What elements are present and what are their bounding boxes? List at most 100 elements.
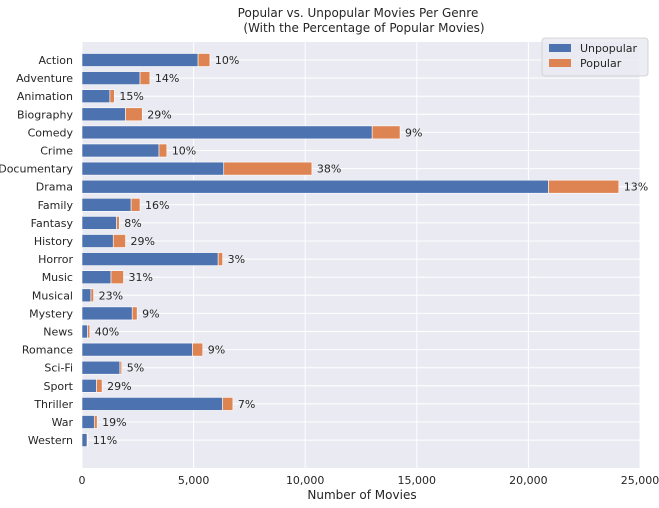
y-tick-label-drama: Drama [36, 181, 73, 194]
y-tick-label-war: War [52, 416, 74, 429]
bar-popular-action [197, 53, 211, 67]
y-tick-label-music: Music [42, 271, 73, 284]
bar-unpopular-crime [81, 143, 160, 158]
bar-popular-fantasy [116, 216, 120, 230]
y-tick-label-fantasy: Fantasy [31, 217, 74, 230]
bar-unpopular-action [81, 53, 199, 67]
y-tick-label-documentary: Documentary [0, 163, 73, 176]
bar-unpopular-music [81, 270, 112, 285]
data-label-music: 31% [129, 271, 153, 284]
bar-unpopular-history [81, 234, 114, 248]
bar-popular-news [87, 324, 91, 339]
bar-unpopular-musical [81, 288, 92, 303]
y-tick-label-animation: Animation [17, 90, 73, 103]
bar-popular-musical [90, 288, 94, 303]
bar-popular-documentary [223, 161, 313, 176]
y-axis-ticks: Action Adventure Animation Biography Comedy C… [0, 54, 74, 447]
bar-popular-sci-fi [119, 360, 123, 375]
chart-title-line1: Popular vs. Unpopular Movies Per Genre [238, 6, 479, 20]
bar-unpopular-comedy [81, 125, 373, 140]
bar-unpopular-sci-fi [81, 360, 121, 375]
data-label-fantasy: 8% [124, 217, 141, 230]
y-tick-label-comedy: Comedy [28, 126, 74, 139]
bar-unpopular-war [81, 415, 95, 429]
bar-unpopular-news [81, 324, 88, 339]
data-label-family: 16% [145, 199, 169, 212]
data-label-animation: 15% [119, 90, 143, 103]
bar-unpopular-documentary [81, 161, 225, 176]
bar-unpopular-biography [81, 107, 126, 122]
bar-unpopular-mystery [81, 306, 133, 321]
data-label-history: 29% [131, 235, 155, 248]
bar-popular-adventure [139, 71, 151, 85]
data-label-drama: 13% [624, 181, 648, 194]
x-axis-label: Number of Movies [307, 488, 416, 502]
bar-unpopular-romance [81, 342, 193, 357]
y-tick-label-sci-fi: Sci-Fi [44, 362, 73, 375]
y-tick-label-musical: Musical [32, 289, 73, 302]
bar-popular-crime [158, 143, 168, 158]
data-label-musical: 23% [99, 289, 123, 302]
x-tick-label: 5,000 [178, 474, 210, 487]
y-tick-label-history: History [34, 235, 74, 248]
bar-popular-mystery [131, 306, 138, 321]
legend: Unpopular Popular [541, 37, 649, 77]
data-label-sport: 29% [107, 380, 131, 393]
y-tick-label-family: Family [38, 199, 74, 212]
x-tick-label: 25,000 [621, 474, 659, 487]
data-label-romance: 9% [208, 344, 225, 357]
bar-popular-drama [548, 179, 620, 194]
bar-unpopular-thriller [81, 397, 223, 411]
x-tick-label: 15,000 [398, 474, 437, 487]
y-tick-label-adventure: Adventure [16, 72, 73, 85]
bar-popular-war [93, 415, 98, 429]
bar-popular-sport [96, 378, 103, 393]
chart-title-line2: (With the Percentage of Popular Movies) [243, 21, 484, 35]
data-label-western: 11% [93, 434, 117, 447]
bar-popular-thriller [222, 397, 234, 411]
data-label-war: 19% [102, 416, 126, 429]
legend-swatch-popular [549, 59, 571, 67]
x-tick-label: 0 [79, 474, 86, 487]
data-label-crime: 10% [172, 145, 196, 158]
legend-label-popular: Popular [580, 57, 622, 70]
bar-popular-western [86, 433, 89, 447]
y-tick-label-horror: Horror [38, 253, 73, 266]
bar-popular-family [130, 198, 141, 212]
y-tick-label-news: News [43, 326, 73, 339]
data-label-horror: 3% [228, 253, 245, 266]
data-label-comedy: 9% [405, 126, 422, 139]
y-tick-label-romance: Romance [22, 344, 73, 357]
data-label-documentary: 38% [317, 163, 341, 176]
bar-unpopular-animation [81, 89, 111, 103]
y-tick-label-western: Western [28, 434, 73, 447]
bar-unpopular-horror [81, 252, 219, 266]
bar-popular-horror [217, 252, 223, 266]
y-tick-label-thriller: Thriller [33, 398, 73, 411]
bar-unpopular-sport [81, 378, 97, 393]
bar-unpopular-family [81, 198, 132, 212]
y-tick-label-sport: Sport [43, 380, 73, 393]
data-label-action: 10% [215, 54, 239, 67]
y-tick-label-mystery: Mystery [29, 307, 73, 320]
bar-unpopular-fantasy [81, 216, 117, 230]
bars [81, 53, 620, 447]
data-label-sci-fi: 5% [127, 362, 144, 375]
bar-popular-music [110, 270, 124, 285]
bar-unpopular-adventure [81, 71, 141, 85]
x-axis-ticks: 0 5,000 10,000 15,000 20,000 25,000 [79, 474, 659, 487]
bar-popular-romance [192, 342, 204, 357]
data-label-thriller: 7% [238, 398, 255, 411]
legend-swatch-unpopular [549, 44, 571, 52]
y-tick-label-action: Action [39, 54, 73, 67]
legend-label-unpopular: Unpopular [580, 42, 637, 55]
bar-unpopular-drama [81, 179, 549, 194]
data-label-mystery: 9% [142, 307, 159, 320]
y-tick-label-crime: Crime [40, 145, 73, 158]
data-labels: 10% 14% 15% 29% 9% 10% 38% 13% 16% 8% 29% 3% 31% 23% 9… [93, 54, 648, 447]
bar-popular-biography [125, 107, 143, 122]
data-label-biography: 29% [147, 108, 171, 121]
data-label-news: 40% [95, 326, 119, 339]
